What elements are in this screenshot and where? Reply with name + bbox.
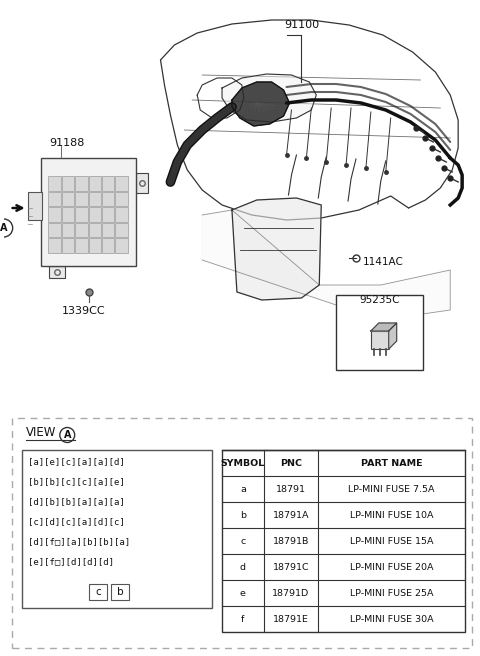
Text: LP-MINI FUSE 30A: LP-MINI FUSE 30A (350, 615, 433, 623)
Bar (102, 192, 114, 206)
Text: c: c (95, 587, 101, 597)
Bar (111, 584, 129, 600)
Text: SYMBOL: SYMBOL (221, 459, 265, 468)
Bar (62, 176, 74, 191)
Text: 1339CC: 1339CC (62, 306, 106, 316)
Bar (75, 207, 87, 222)
Text: [d][f□][a][b][b][a]: [d][f□][a][b][b][a] (27, 537, 130, 546)
Text: [e][f□][d][d][d]: [e][f□][d][d][d] (27, 558, 114, 567)
Polygon shape (389, 323, 396, 349)
Text: A: A (63, 430, 71, 440)
Text: 18791E: 18791E (273, 615, 309, 623)
Bar (371, 331, 389, 349)
Text: LP-MINI FUSE 15A: LP-MINI FUSE 15A (350, 537, 433, 546)
Bar (89, 192, 101, 206)
Text: [d][b][b][a][a][a]: [d][b][b][a][a][a] (27, 497, 124, 506)
Text: 1141AC: 1141AC (363, 257, 404, 267)
Text: LP-MINI FUSE 20A: LP-MINI FUSE 20A (350, 562, 433, 571)
Bar (89, 207, 101, 222)
FancyBboxPatch shape (12, 418, 472, 648)
Text: LP-MINI FUSE 10A: LP-MINI FUSE 10A (350, 510, 433, 520)
Bar (222, 450, 465, 632)
Text: LP-MINI FUSE 7.5A: LP-MINI FUSE 7.5A (348, 485, 435, 493)
Bar (89, 238, 101, 253)
Polygon shape (232, 198, 321, 300)
Bar (62, 223, 74, 237)
Bar (75, 238, 87, 253)
Text: 95235C: 95235C (360, 295, 400, 305)
Text: 18791B: 18791B (273, 537, 309, 546)
Polygon shape (202, 210, 450, 320)
Text: c: c (240, 537, 245, 546)
Bar (75, 223, 87, 237)
Text: 18791: 18791 (276, 485, 306, 493)
Bar (62, 192, 74, 206)
Text: d: d (240, 562, 246, 571)
Text: b: b (240, 510, 246, 520)
Bar (89, 223, 101, 237)
Text: f: f (241, 615, 244, 623)
Circle shape (0, 219, 12, 237)
Bar (62, 238, 74, 253)
Text: [c][d][c][a][d][c]: [c][d][c][a][d][c] (27, 518, 124, 527)
Bar (41, 158, 136, 266)
Text: LP-MINI FUSE 25A: LP-MINI FUSE 25A (350, 588, 433, 598)
Bar (115, 176, 128, 191)
Polygon shape (222, 74, 316, 122)
Bar (22, 450, 212, 608)
Bar (115, 223, 128, 237)
Bar (89, 176, 101, 191)
Bar (48, 207, 61, 222)
Text: a: a (240, 485, 246, 493)
Bar (75, 192, 87, 206)
Bar (47, 248, 131, 266)
Text: 18791A: 18791A (273, 510, 309, 520)
Bar (102, 223, 114, 237)
Bar (115, 192, 128, 206)
Bar (115, 207, 128, 222)
Bar (102, 238, 114, 253)
Bar (48, 223, 61, 237)
Text: PNC: PNC (280, 459, 302, 468)
Bar (89, 584, 107, 600)
Bar (336, 295, 423, 370)
Text: 91188: 91188 (49, 138, 85, 148)
Polygon shape (371, 323, 396, 331)
Text: PART NAME: PART NAME (361, 459, 422, 468)
Bar (136, 173, 148, 193)
Bar (102, 176, 114, 191)
Text: e: e (240, 588, 246, 598)
Text: 18791C: 18791C (273, 562, 309, 571)
Bar (48, 176, 61, 191)
Bar (48, 192, 61, 206)
Bar (115, 238, 128, 253)
Text: 18791D: 18791D (272, 588, 310, 598)
Text: [a][e][c][a][a][d]: [a][e][c][a][a][d] (27, 457, 124, 466)
Bar (75, 176, 87, 191)
Text: b: b (117, 587, 123, 597)
Bar (27, 192, 42, 220)
Text: 91100: 91100 (284, 20, 319, 30)
Bar (49, 266, 65, 278)
Circle shape (60, 428, 75, 443)
Polygon shape (232, 82, 289, 126)
Bar (62, 207, 74, 222)
Bar (102, 207, 114, 222)
Text: A: A (0, 223, 8, 233)
Text: VIEW: VIEW (25, 426, 56, 439)
Text: [b][b][c][c][a][e]: [b][b][c][c][a][e] (27, 478, 124, 487)
Bar (48, 238, 61, 253)
